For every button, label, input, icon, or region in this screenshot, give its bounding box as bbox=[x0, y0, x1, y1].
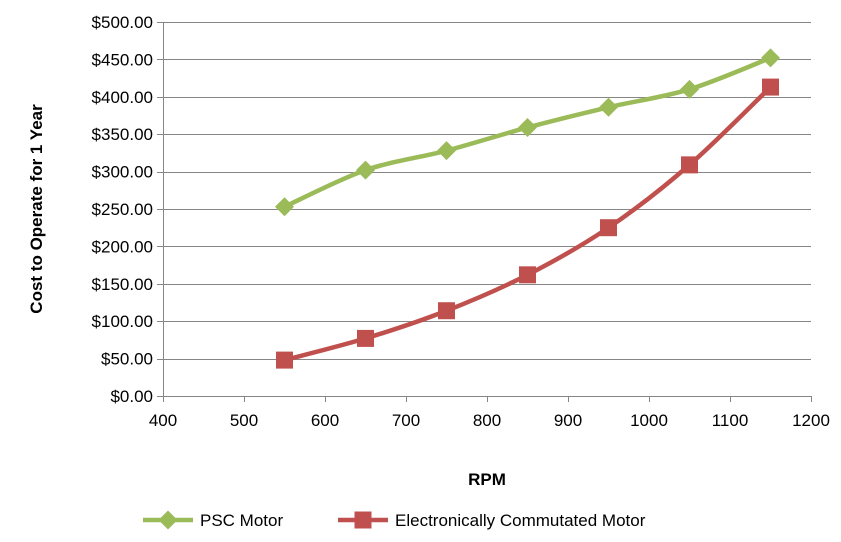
data-point bbox=[356, 160, 375, 180]
gridlines bbox=[163, 22, 811, 397]
legend-marker bbox=[354, 511, 372, 529]
axes bbox=[157, 22, 812, 402]
data-point bbox=[357, 329, 374, 347]
data-point bbox=[761, 48, 780, 68]
y-tick-label: $50.00 bbox=[101, 350, 153, 369]
x-tick-label: 1000 bbox=[630, 411, 668, 430]
legend-marker bbox=[158, 510, 178, 530]
x-tick-label: 800 bbox=[473, 411, 501, 430]
legend-label: Electronically Commutated Motor bbox=[395, 511, 646, 530]
legend-label: PSC Motor bbox=[200, 511, 283, 530]
y-tick-label: $150.00 bbox=[92, 275, 153, 294]
data-point bbox=[438, 302, 455, 320]
y-tick-label: $300.00 bbox=[92, 163, 153, 182]
x-axis-title: RPM bbox=[468, 470, 506, 489]
data-point bbox=[762, 78, 779, 96]
data-point bbox=[276, 351, 293, 369]
data-point bbox=[600, 219, 617, 237]
legend: PSC Motor Electronically Commutated Motor bbox=[143, 510, 646, 530]
data-point bbox=[518, 117, 537, 137]
data-point bbox=[275, 197, 294, 217]
y-tick-labels: $0.00 $50.00 $100.00 $150.00 $200.00 $250.00 $… bbox=[92, 13, 153, 406]
y-tick-label: $0.00 bbox=[110, 387, 153, 406]
x-tick-label: 900 bbox=[554, 411, 582, 430]
series-1 bbox=[276, 78, 779, 369]
x-tick-label: 600 bbox=[311, 411, 339, 430]
x-tick-label: 1200 bbox=[792, 411, 830, 430]
x-tick-label: 700 bbox=[392, 411, 420, 430]
data-point bbox=[519, 266, 536, 284]
data-point bbox=[680, 79, 699, 99]
x-tick-label: 400 bbox=[149, 411, 177, 430]
data-point bbox=[599, 97, 618, 117]
y-tick-label: $100.00 bbox=[92, 312, 153, 331]
y-tick-label: $400.00 bbox=[92, 88, 153, 107]
x-tick-label: 500 bbox=[230, 411, 258, 430]
legend-entry-1: Electronically Commutated Motor bbox=[338, 511, 646, 530]
series-0 bbox=[275, 48, 780, 217]
x-tick-labels: 400 500 600 700 800 900 1000 1100 1200 bbox=[149, 411, 830, 430]
data-point bbox=[681, 156, 698, 174]
legend-entry-0: PSC Motor bbox=[143, 510, 283, 530]
series-layer bbox=[275, 48, 780, 369]
y-tick-label: $250.00 bbox=[92, 200, 153, 219]
data-point bbox=[437, 141, 456, 161]
y-tick-label: $350.00 bbox=[92, 125, 153, 144]
x-tick-label: 1100 bbox=[712, 411, 749, 430]
y-tick-label: $500.00 bbox=[92, 13, 153, 32]
y-tick-label: $200.00 bbox=[92, 237, 153, 256]
y-axis-title: Cost to Operate for 1 Year bbox=[27, 104, 46, 314]
y-tick-label: $450.00 bbox=[92, 50, 153, 69]
